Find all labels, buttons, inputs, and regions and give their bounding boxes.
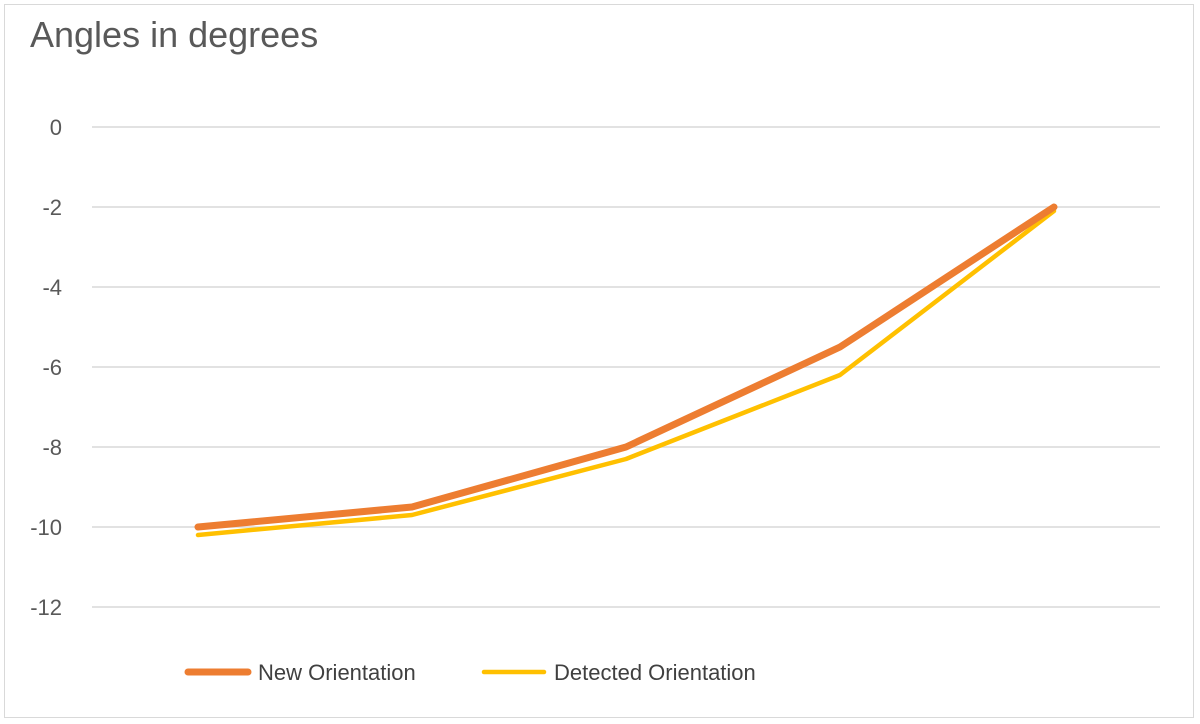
- y-tick-label: -12: [30, 595, 62, 620]
- y-tick-label: -2: [42, 195, 62, 220]
- y-tick-label: -8: [42, 435, 62, 460]
- series-line-0: [194, 203, 1058, 531]
- y-tick-label: -6: [42, 355, 62, 380]
- legend-label-1: Detected Orientation: [554, 660, 756, 685]
- y-tick-label: -10: [30, 515, 62, 540]
- chart-frame: [4, 4, 1194, 718]
- y-tick-label: -4: [42, 275, 62, 300]
- chart-title: Angles in degrees: [30, 14, 319, 55]
- series-line-1: [195, 208, 1057, 538]
- y-tick-label: 0: [50, 115, 62, 140]
- legend-label-0: New Orientation: [258, 660, 416, 685]
